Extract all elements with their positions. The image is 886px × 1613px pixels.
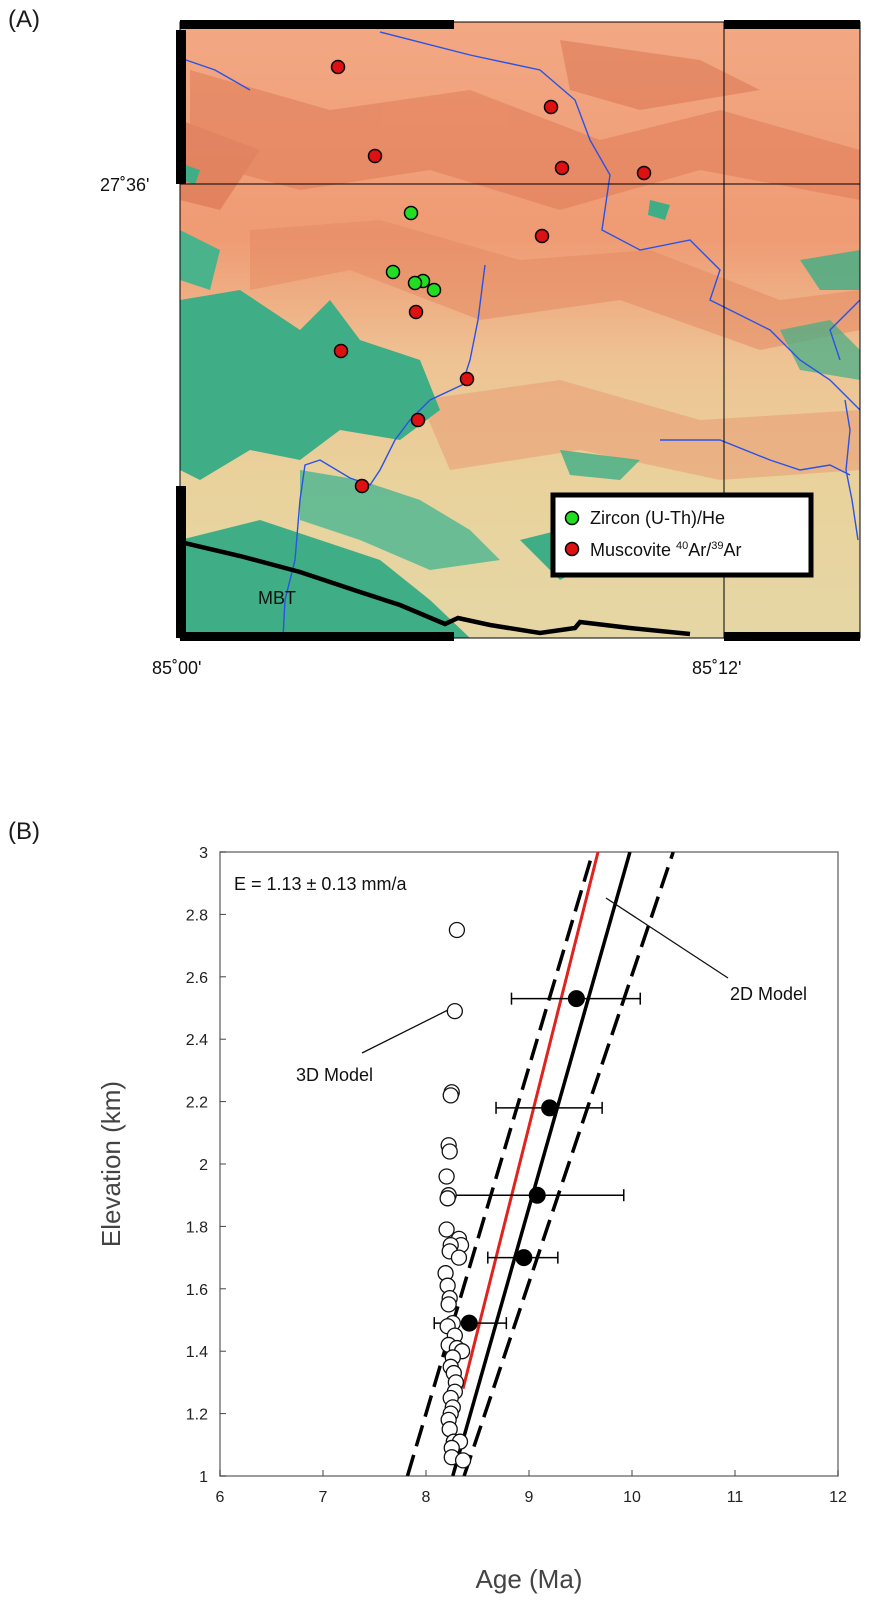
legend-label-muscovite: Muscovite 40Ar/39Ar (590, 540, 742, 560)
confidence-line-dashed (405, 852, 595, 1476)
sample-point-muscovite (408, 304, 424, 320)
sample-point-muscovite (333, 343, 349, 359)
x-tick-label: 10 (623, 1489, 641, 1506)
y-tick-label: 2.6 (186, 970, 208, 987)
label-2d-model: 2D Model (730, 984, 807, 1004)
y-tick-label: 1 (199, 1469, 208, 1486)
erosion-rate-annotation: E = 1.13 ± 0.13 mm/a (234, 874, 407, 894)
zircon-sample-points (385, 205, 442, 298)
sample-point-zircon (407, 275, 423, 291)
sample-point-zircon (385, 264, 401, 280)
sample-point-zircon (403, 205, 419, 221)
sample-point-zircon (426, 282, 442, 298)
panel-a-label: (A) (8, 6, 40, 33)
leader-3d-model (361, 1009, 449, 1054)
data-point-3d-model (446, 1002, 463, 1020)
x-tick-label: 9 (525, 1489, 534, 1506)
sample-point-muscovite (543, 99, 559, 115)
x-tick-label: 8 (422, 1489, 431, 1506)
y-tick-label: 2 (199, 1157, 208, 1174)
legend-swatch-muscovite (564, 541, 580, 557)
x-tick-label: 7 (319, 1489, 328, 1506)
x-tick-label: 12 (829, 1489, 847, 1506)
y-tick-label: 1.4 (186, 1344, 208, 1361)
mbt-fault-line (180, 539, 691, 637)
x-tick-label: 11 (727, 1489, 744, 1506)
x-axis-ticks: 6 7 8 9 10 11 12 (216, 1470, 847, 1506)
confidence-line-dashed (462, 852, 675, 1476)
regression-line-black (451, 852, 632, 1476)
y-tick-label: 1.2 (186, 1407, 208, 1424)
latitude-label: 27˚36' (100, 175, 149, 195)
data-point-3d-model (448, 921, 466, 939)
model-fit-line-red (461, 852, 600, 1390)
sample-point-muscovite (636, 165, 652, 181)
topographic-map: Zircon (U-Th)/He Muscovite 40Ar/39Ar MBT… (100, 20, 861, 678)
y-tick-label: 2.8 (186, 907, 208, 924)
muscovite-sample-points (330, 59, 652, 494)
leader-2d-model (605, 897, 729, 979)
map-frame (176, 20, 861, 641)
ridge-shading (180, 40, 860, 480)
sample-point-muscovite (534, 228, 550, 244)
data-point-observed (541, 1099, 559, 1117)
data-point-3d-model (438, 1221, 455, 1238)
y-tick-label: 2.4 (186, 1032, 208, 1049)
sample-point-muscovite (354, 478, 370, 494)
model-3d-points (437, 921, 472, 1469)
longitude-label-east: 85˚12' (692, 658, 741, 678)
panel-b-label: (B) (8, 818, 40, 845)
sample-point-muscovite (554, 160, 570, 176)
map-legend: Zircon (U-Th)/He Muscovite 40Ar/39Ar (550, 492, 814, 578)
data-point-3d-model (440, 1296, 457, 1313)
x-tick-label: 6 (216, 1489, 225, 1506)
age-elevation-chart: 6 7 8 9 10 11 12 1 1.2 1.4 1.6 1.8 2 2.2 2.4 2.6 2.8 3 E… (96, 845, 847, 1594)
y-axis-title: Elevation (km) (96, 1081, 126, 1247)
plot-area (219, 851, 839, 1477)
y-tick-label: 1.8 (186, 1219, 208, 1236)
data-point-3d-model (442, 1087, 459, 1104)
regression-lines (405, 852, 675, 1476)
data-point-3d-model (441, 1143, 458, 1160)
sample-point-muscovite (367, 148, 383, 164)
longitude-label-west: 85˚00' (152, 658, 201, 678)
fault-label-mbt: MBT (258, 588, 296, 608)
y-tick-label: 3 (199, 845, 208, 862)
label-3d-model: 3D Model (296, 1065, 373, 1085)
y-axis-ticks: 1 1.2 1.4 1.6 1.8 2 2.2 2.4 2.6 2.8 3 (186, 845, 226, 1486)
y-tick-label: 2.2 (186, 1095, 208, 1112)
y-tick-label: 1.6 (186, 1282, 208, 1299)
data-point-3d-model (439, 1190, 456, 1207)
sample-point-muscovite (459, 371, 475, 387)
data-point-3d-model (454, 1452, 472, 1469)
x-axis-title: Age (Ma) (476, 1564, 583, 1594)
data-point-3d-model (450, 1249, 468, 1266)
legend-swatch-zircon (564, 510, 580, 526)
data-point-3d-model (438, 1168, 455, 1185)
observed-age-points (460, 990, 585, 1332)
data-point-observed (528, 1186, 546, 1204)
data-point-observed (515, 1249, 533, 1267)
sample-point-muscovite (410, 412, 426, 428)
data-point-observed (567, 990, 585, 1008)
legend-label-zircon: Zircon (U-Th)/He (590, 508, 725, 528)
sample-point-muscovite (330, 59, 346, 75)
data-point-observed (460, 1314, 478, 1332)
